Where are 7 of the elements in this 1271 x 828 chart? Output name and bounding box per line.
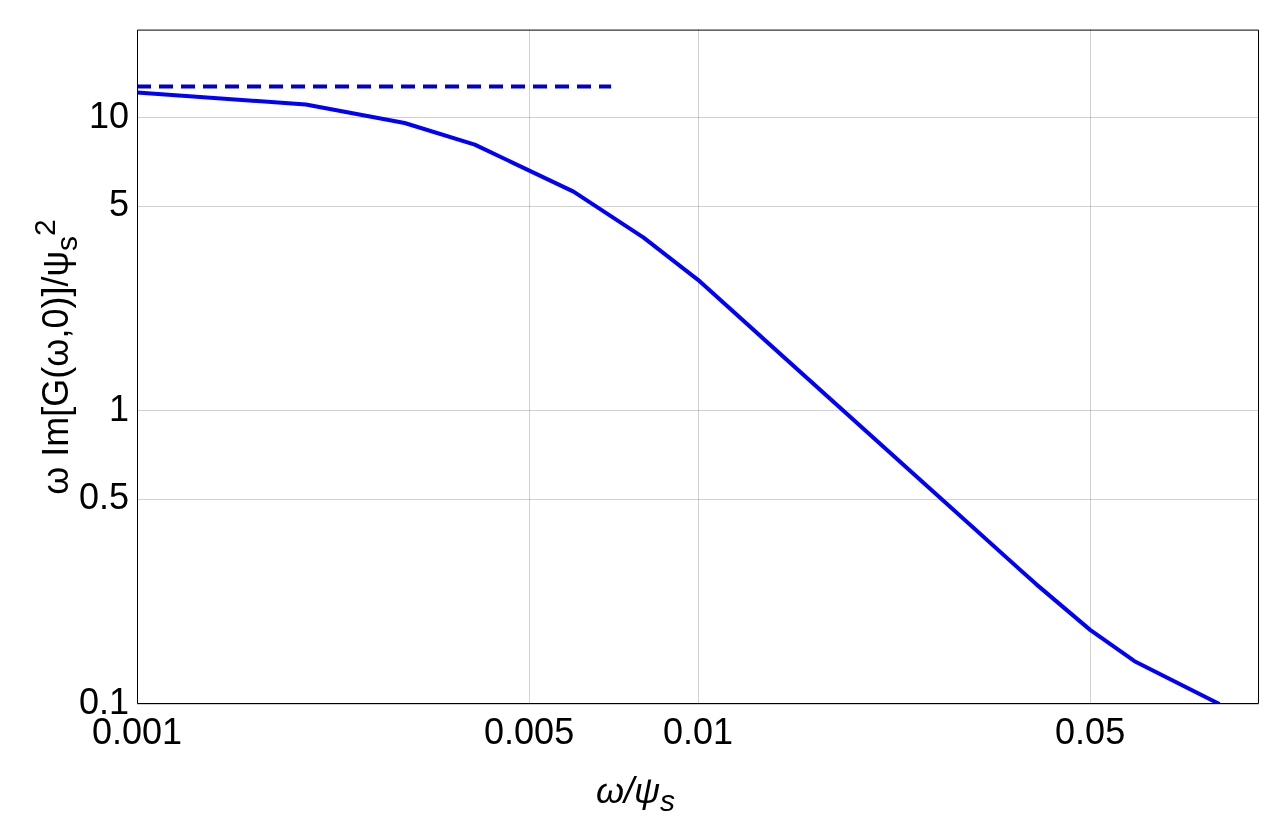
- y-tick-label: 1: [108, 387, 129, 429]
- y-tick-label: 10: [88, 94, 129, 136]
- x-tick-label: 0.01: [662, 710, 734, 752]
- x-axis-title: ω/ψ$_{s}$: [594, 770, 677, 819]
- x-tick-label: 0.05: [1055, 710, 1126, 752]
- y-tick-label: 5: [108, 182, 129, 224]
- x-tick-label: 0.005: [484, 710, 575, 752]
